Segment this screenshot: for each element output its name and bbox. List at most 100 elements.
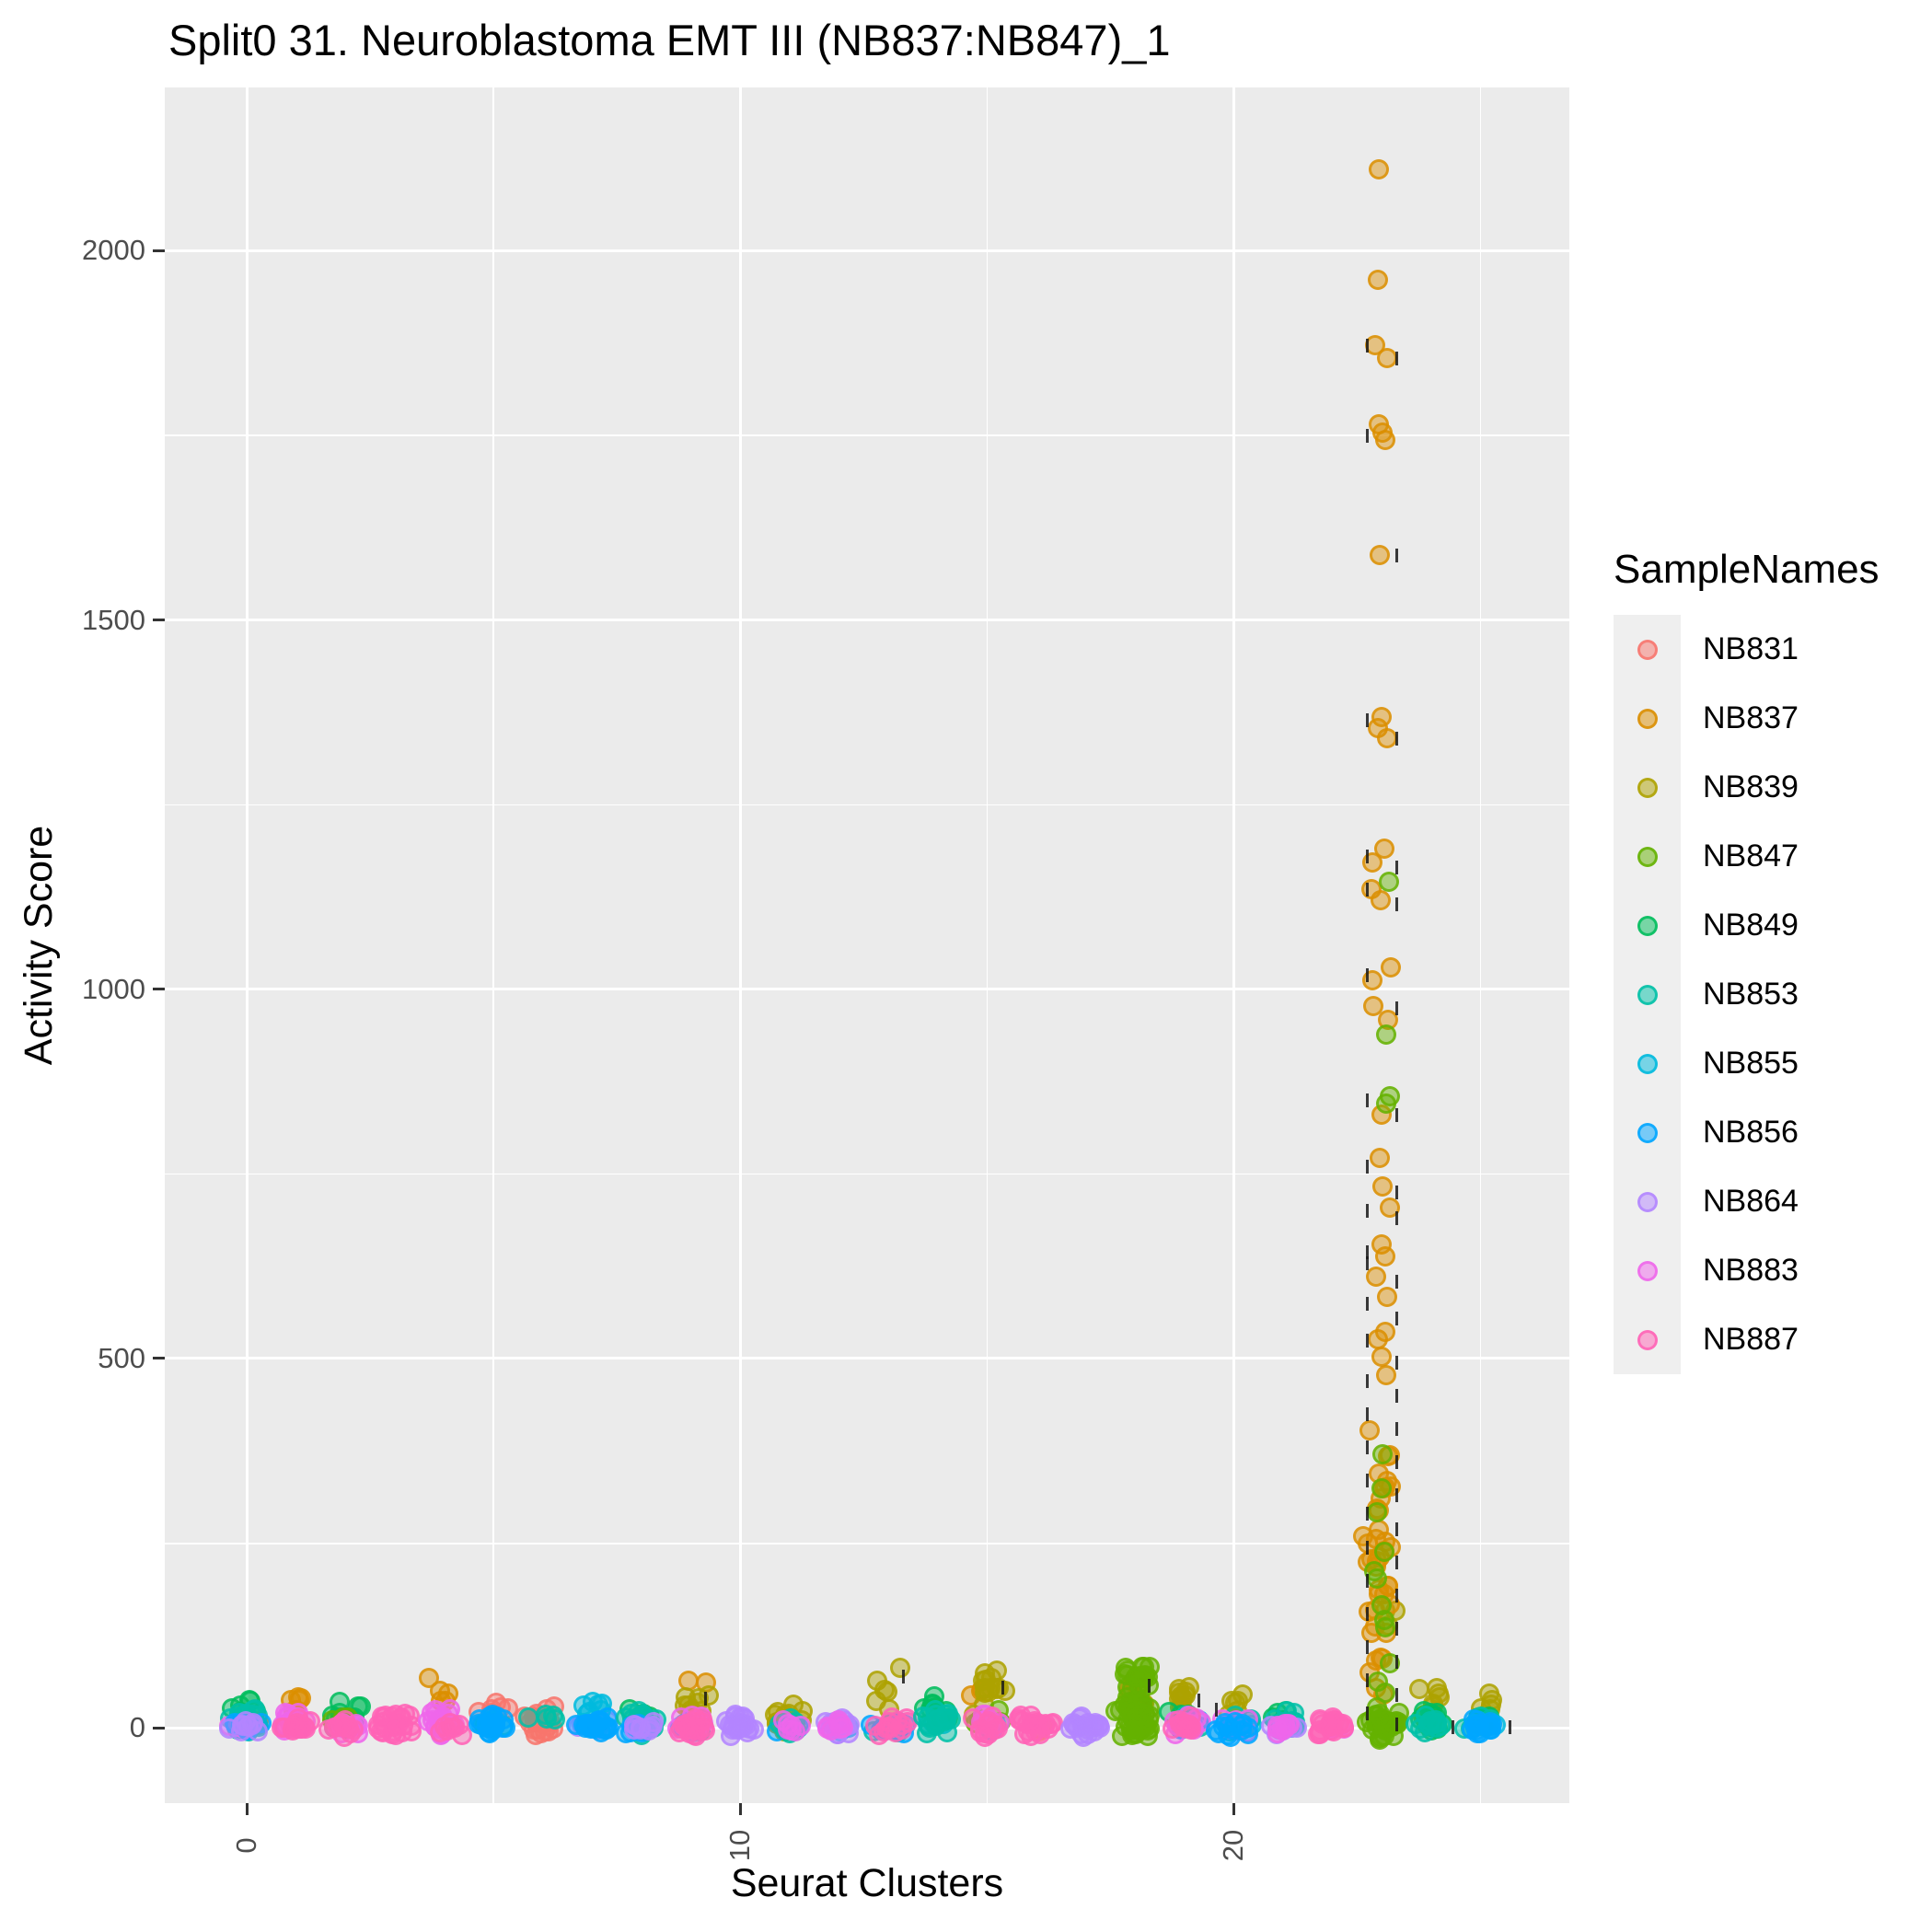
- boxplot-whisker-dash: [1147, 1678, 1151, 1693]
- boxplot-whisker-dash: [1394, 548, 1398, 562]
- data-point-NB839: [876, 1682, 897, 1703]
- x-tick-label: 20: [1217, 1829, 1250, 1862]
- gridline-minor-x: [986, 87, 989, 1803]
- boxplot-whisker-dash: [1365, 1672, 1369, 1687]
- data-point-NB864: [1060, 1718, 1082, 1740]
- legend-swatch-icon: [1637, 639, 1658, 660]
- data-point-NB847: [1374, 1542, 1395, 1563]
- boxplot-whisker-dash: [1394, 1555, 1398, 1569]
- legend-label: NB849: [1703, 908, 1799, 943]
- data-point-NB847: [1366, 1568, 1387, 1590]
- data-point-NB837: [1370, 1148, 1391, 1169]
- y-axis-tick: [153, 1726, 165, 1730]
- legend-swatch-icon: [1637, 708, 1658, 729]
- data-point-NB839: [1427, 1677, 1448, 1698]
- boxplot-whisker-dash: [1394, 1718, 1398, 1732]
- boxplot-whisker-dash: [1394, 351, 1398, 365]
- data-point-NB887: [978, 1724, 999, 1745]
- boxplot-whisker-dash: [1509, 1719, 1512, 1734]
- y-tick-label: 1000: [82, 972, 145, 1005]
- data-point-NB864: [729, 1715, 750, 1736]
- gridline-major-x: [245, 87, 249, 1803]
- legend-swatch-icon: [1637, 1329, 1658, 1350]
- boxplot-whisker-dash: [1394, 897, 1398, 912]
- legend: SampleNames NB831 NB837 NB839 NB847 NB849 NB8…: [1614, 547, 1926, 1374]
- data-point-NB837: [1376, 1364, 1397, 1385]
- boxplot-whisker-dash: [1365, 1333, 1369, 1348]
- legend-swatch-icon: [1637, 915, 1658, 936]
- boxplot-whisker-dash: [1001, 1681, 1004, 1695]
- data-point-NB887: [1179, 1717, 1200, 1738]
- y-axis-tick: [153, 619, 165, 622]
- data-point-NB853: [1420, 1711, 1441, 1732]
- legend-entry-NB847: NB847: [1614, 822, 1926, 891]
- boxplot-whisker-dash: [1394, 1588, 1398, 1602]
- boxplot-whisker-dash: [1394, 1108, 1398, 1123]
- data-point-NB847: [1371, 1708, 1393, 1730]
- y-tick-label: 500: [98, 1341, 145, 1374]
- data-point-NB847: [1366, 1501, 1387, 1522]
- legend-key: [1614, 1029, 1681, 1098]
- data-point-NB856: [1238, 1718, 1259, 1739]
- boxplot-whisker-dash: [1394, 1211, 1398, 1226]
- legend-label: NB883: [1703, 1253, 1799, 1288]
- chart-title: Split0 31. Neuroblastoma EMT III (NB837:…: [168, 16, 1171, 64]
- boxplot-whisker-dash: [1365, 1244, 1369, 1259]
- legend-entry-NB839: NB839: [1614, 753, 1926, 822]
- data-point-NB847: [1371, 1444, 1393, 1465]
- boxplot-whisker-dash: [1365, 1507, 1369, 1521]
- data-point-NB887: [1311, 1710, 1332, 1731]
- data-point-NB837: [1380, 1197, 1401, 1219]
- boxplot-whisker-dash: [1365, 1573, 1369, 1588]
- data-point-NB839: [989, 1677, 1009, 1698]
- y-axis-tick: [153, 249, 165, 252]
- data-point-NB864: [642, 1712, 664, 1733]
- gridline-major-x: [738, 87, 742, 1803]
- legend-entry-NB855: NB855: [1614, 1029, 1926, 1098]
- boxplot-whisker-dash: [1365, 883, 1369, 897]
- data-point-NB847: [1375, 1093, 1396, 1115]
- data-point-NB847: [1122, 1678, 1143, 1699]
- boxplot-whisker-dash: [1394, 1311, 1398, 1325]
- data-point-NB837: [1370, 890, 1391, 911]
- data-point-NB837: [1365, 1266, 1386, 1287]
- legend-swatch-icon: [1637, 1260, 1658, 1281]
- boxplot-whisker-dash: [1394, 1488, 1398, 1503]
- gridline-major-x: [1232, 87, 1235, 1803]
- gridline-major-y: [165, 988, 1569, 991]
- boxplot-whisker-dash: [1365, 1255, 1369, 1270]
- data-point-NB837: [1367, 270, 1388, 291]
- legend-key: [1614, 753, 1681, 822]
- gridline-major-y: [165, 619, 1569, 622]
- data-point-NB856: [484, 1715, 505, 1736]
- data-point-NB887: [327, 1716, 348, 1737]
- legend-swatch-icon: [1637, 1053, 1658, 1074]
- boxplot-whisker-dash: [1365, 1606, 1369, 1621]
- boxplot-whisker-dash: [704, 1692, 708, 1706]
- legend-label: NB847: [1703, 839, 1799, 873]
- data-point-NB887: [295, 1718, 317, 1739]
- legend-keys: NB831 NB837 NB839 NB847 NB849 NB853 NB855 NB856…: [1614, 615, 1926, 1374]
- boxplot-whisker-dash: [1452, 1719, 1455, 1734]
- x-axis-tick: [245, 1803, 249, 1815]
- boxplot-whisker-dash: [1394, 1654, 1398, 1669]
- boxplot-whisker-dash: [1365, 1540, 1369, 1555]
- y-tick-label: 1500: [82, 603, 145, 636]
- data-point-NB837: [1372, 1175, 1394, 1197]
- boxplot-whisker-dash: [1365, 339, 1369, 353]
- boxplot-whisker-dash: [1365, 850, 1369, 864]
- data-point-NB887: [876, 1718, 897, 1739]
- y-tick-label: 2000: [82, 234, 145, 267]
- x-axis-tick: [1232, 1803, 1235, 1815]
- data-point-NB837: [1369, 159, 1390, 180]
- data-point-NB864: [1089, 1714, 1110, 1735]
- boxplot-whisker-dash: [901, 1669, 905, 1683]
- boxplot-whisker-dash: [1394, 1688, 1398, 1703]
- boxplot-whisker-dash: [1365, 1374, 1369, 1389]
- legend-swatch-icon: [1637, 777, 1658, 798]
- data-point-NB864: [218, 1718, 239, 1739]
- data-point-NB883: [1271, 1720, 1292, 1741]
- boxplot-whisker-dash: [1365, 1204, 1369, 1219]
- legend-entry-NB887: NB887: [1614, 1305, 1926, 1374]
